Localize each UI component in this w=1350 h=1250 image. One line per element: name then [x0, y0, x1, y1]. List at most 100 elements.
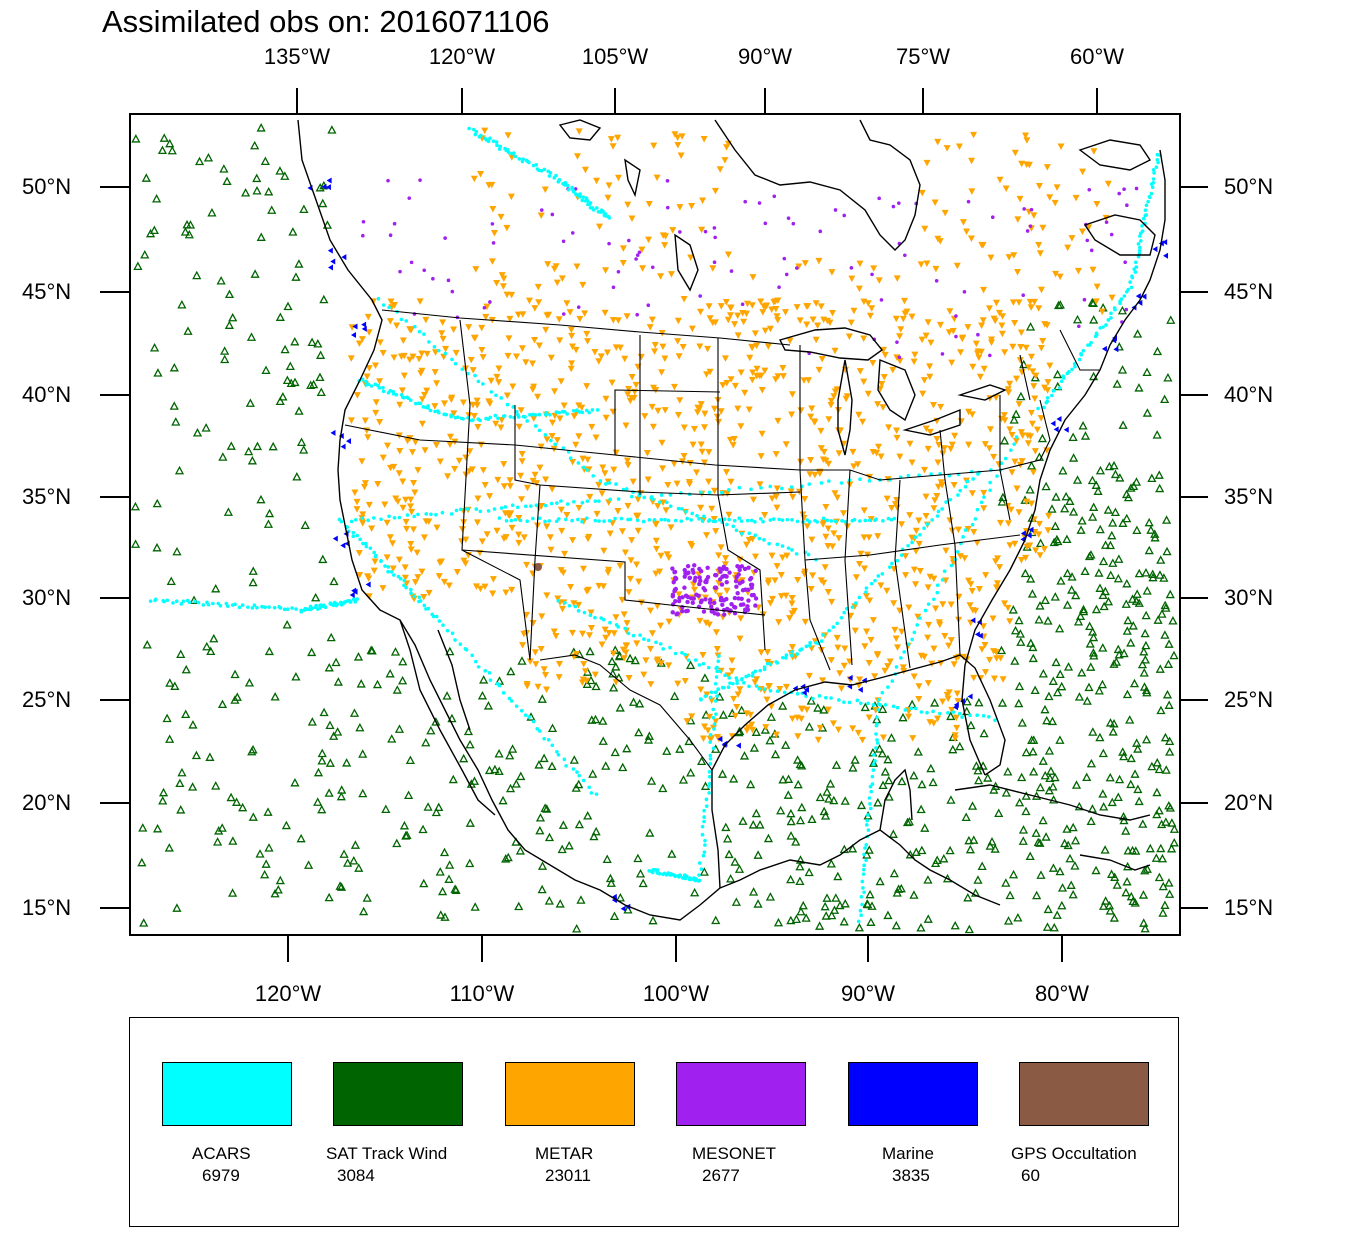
mesonet-marker: [966, 199, 971, 204]
metar-marker: [869, 617, 877, 624]
sat-wind-marker: [1109, 913, 1119, 922]
acars-marker: [179, 602, 184, 606]
metar-marker: [379, 454, 387, 462]
metar-marker: [827, 397, 835, 405]
acars-marker: [461, 417, 465, 421]
metar-marker: [906, 512, 914, 519]
metar-marker: [896, 357, 904, 365]
sat-wind-marker: [840, 796, 850, 805]
mesonet-marker: [849, 266, 854, 270]
metar-marker: [915, 517, 923, 524]
sat-wind-marker: [1086, 758, 1096, 768]
acars-marker: [693, 658, 698, 662]
sat-wind-marker: [1141, 567, 1151, 577]
acars-marker: [731, 681, 735, 686]
sat-wind-marker: [1028, 642, 1038, 652]
sat-wind-marker: [1051, 657, 1061, 667]
metar-marker: [748, 721, 756, 729]
acars-marker: [749, 518, 754, 523]
mesonet-marker: [1109, 232, 1114, 237]
metar-marker: [365, 501, 373, 509]
marine-marker: [1163, 252, 1169, 259]
acars-marker: [1152, 171, 1156, 175]
metar-marker: [883, 495, 891, 503]
sat-wind-marker: [932, 855, 942, 865]
sat-wind-marker: [678, 775, 689, 784]
acars-marker: [737, 485, 742, 490]
sat-wind-marker: [547, 723, 558, 732]
sat-wind-marker: [267, 205, 277, 214]
metar-marker: [479, 467, 487, 474]
mesonet-marker: [446, 278, 451, 283]
metar-marker: [779, 373, 787, 380]
acars-marker: [1109, 311, 1113, 316]
marine-marker: [1152, 246, 1158, 253]
metar-marker: [418, 350, 426, 357]
metar-marker: [936, 621, 944, 629]
sat-wind-marker: [296, 833, 306, 843]
sat-wind-marker: [717, 769, 728, 778]
metar-marker: [399, 337, 407, 344]
mesonet-marker: [718, 569, 723, 574]
sat-wind-marker: [1031, 828, 1041, 837]
metar-marker: [370, 567, 378, 575]
metar-marker: [957, 418, 965, 425]
sat-wind-marker: [1108, 518, 1118, 527]
metar-marker: [783, 552, 791, 560]
mesonet-marker: [1124, 307, 1129, 312]
acars-marker: [233, 602, 237, 607]
sat-wind-marker: [268, 441, 278, 451]
sat-wind-marker: [280, 344, 290, 354]
metar-marker: [701, 723, 709, 730]
sat-wind-marker: [1057, 681, 1067, 691]
sat-wind-marker: [1048, 676, 1058, 685]
sat-wind-marker: [313, 797, 323, 806]
metar-marker: [631, 388, 639, 396]
metar-marker: [418, 420, 426, 428]
metar-marker: [579, 676, 587, 683]
metar-marker: [401, 574, 409, 582]
sat-wind-marker: [1122, 513, 1132, 523]
mesonet-marker: [386, 178, 390, 183]
acars-marker: [926, 602, 931, 606]
sat-wind-marker: [1127, 594, 1138, 603]
metar-marker: [885, 424, 893, 431]
metar-marker: [355, 549, 363, 557]
metar-marker: [867, 516, 875, 523]
metar-marker: [1052, 270, 1060, 278]
metar-marker: [705, 449, 713, 456]
metar-marker: [920, 377, 928, 384]
metar-marker: [761, 327, 769, 335]
acars-marker: [487, 671, 492, 675]
metar-marker: [584, 338, 592, 345]
metar-marker: [1056, 273, 1064, 281]
metar-marker: [704, 727, 712, 734]
metar-marker: [967, 235, 975, 243]
metar-marker: [979, 241, 987, 249]
metar-marker: [880, 374, 888, 381]
acars-marker: [424, 512, 429, 516]
metar-marker: [392, 495, 400, 503]
sat-wind-marker: [888, 829, 898, 838]
metar-marker: [567, 365, 575, 373]
sat-wind-marker: [343, 858, 353, 867]
acars-marker: [929, 472, 933, 476]
sat-wind-marker: [1145, 843, 1155, 853]
sat-wind-marker: [1017, 772, 1027, 782]
sat-wind-marker: [1155, 483, 1165, 493]
metar-marker: [968, 490, 976, 497]
metar-marker: [734, 405, 742, 413]
metar-marker: [748, 376, 756, 384]
marine-marker: [341, 254, 347, 261]
marine-marker: [1063, 426, 1069, 433]
marine-marker: [326, 177, 332, 184]
sat-wind-marker: [188, 782, 198, 791]
sat-wind-marker: [1106, 570, 1116, 580]
sat-wind-marker: [1100, 845, 1110, 854]
metar-marker: [920, 653, 928, 661]
acars-marker: [494, 393, 498, 398]
sat-wind-marker: [1110, 872, 1120, 881]
metar-marker: [1022, 344, 1030, 352]
acars-marker: [537, 412, 542, 417]
sat-wind-marker: [169, 401, 179, 410]
